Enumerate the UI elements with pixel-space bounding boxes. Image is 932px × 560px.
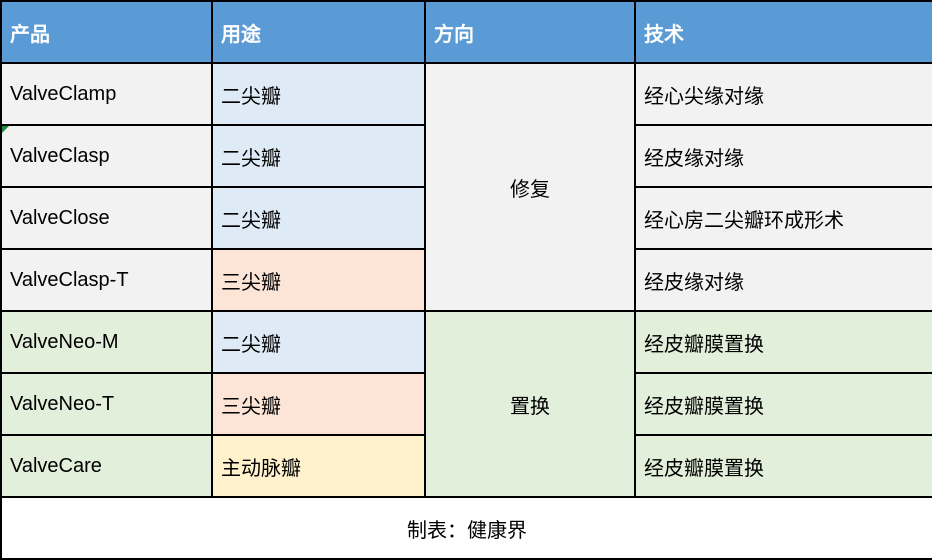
table-row: ValveNeo-T 三尖瓣 经皮瓣膜置换 [0,372,932,436]
usage-cell: 主动脉瓣 [211,434,426,498]
technique-cell: 经皮缘对缘 [634,124,932,188]
technique-cell: 经心房二尖瓣环成形术 [634,186,932,250]
header-cell-direction: 方向 [424,0,636,64]
table-row: ValveNeo-M 二尖瓣 置换 经皮瓣膜置换 [0,310,932,498]
usage-cell: 二尖瓣 [211,62,426,126]
product-cell: ValveClasp [0,124,213,188]
usage-cell: 二尖瓣 [211,124,426,188]
product-cell: ValveNeo-T [0,372,213,436]
header-cell-product: 产品 [0,0,213,64]
technique-cell: 经皮瓣膜置换 [634,310,932,374]
product-label: ValveClasp [10,144,110,167]
footer-row: 制表：健康界 [0,496,932,560]
table-row: ValveClose 二尖瓣 经心房二尖瓣环成形术 [0,186,932,250]
product-cell: ValveClasp-T [0,248,213,312]
direction-cell-replace: 置换 [424,310,636,498]
usage-cell: 二尖瓣 [211,310,426,374]
technique-cell: 经皮瓣膜置换 [634,434,932,498]
header-cell-technique: 技术 [634,0,932,64]
usage-cell: 三尖瓣 [211,248,426,312]
product-cell: ValveClose [0,186,213,250]
table-row: ValveClasp 二尖瓣 经皮缘对缘 [0,124,932,188]
table-row: ValveClamp 二尖瓣 修复 经心尖缘对缘 [0,62,932,312]
direction-cell-repair: 修复 [424,62,636,312]
header-row: 产品 用途 方向 技术 [0,0,932,64]
product-cell: ValveClamp [0,62,213,126]
technique-cell: 经心尖缘对缘 [634,62,932,126]
table-row: ValveClasp-T 三尖瓣 经皮缘对缘 [0,248,932,312]
usage-cell: 三尖瓣 [211,372,426,436]
header-cell-usage: 用途 [211,0,426,64]
product-cell: ValveNeo-M [0,310,213,374]
usage-cell: 二尖瓣 [211,186,426,250]
table-row: ValveCare 主动脉瓣 经皮瓣膜置换 [0,434,932,498]
footer-credit: 制表：健康界 [0,496,932,560]
technique-cell: 经皮瓣膜置换 [634,372,932,436]
excel-comment-marker-icon [3,127,9,133]
product-cell: ValveCare [0,434,213,498]
technique-cell: 经皮缘对缘 [634,248,932,312]
